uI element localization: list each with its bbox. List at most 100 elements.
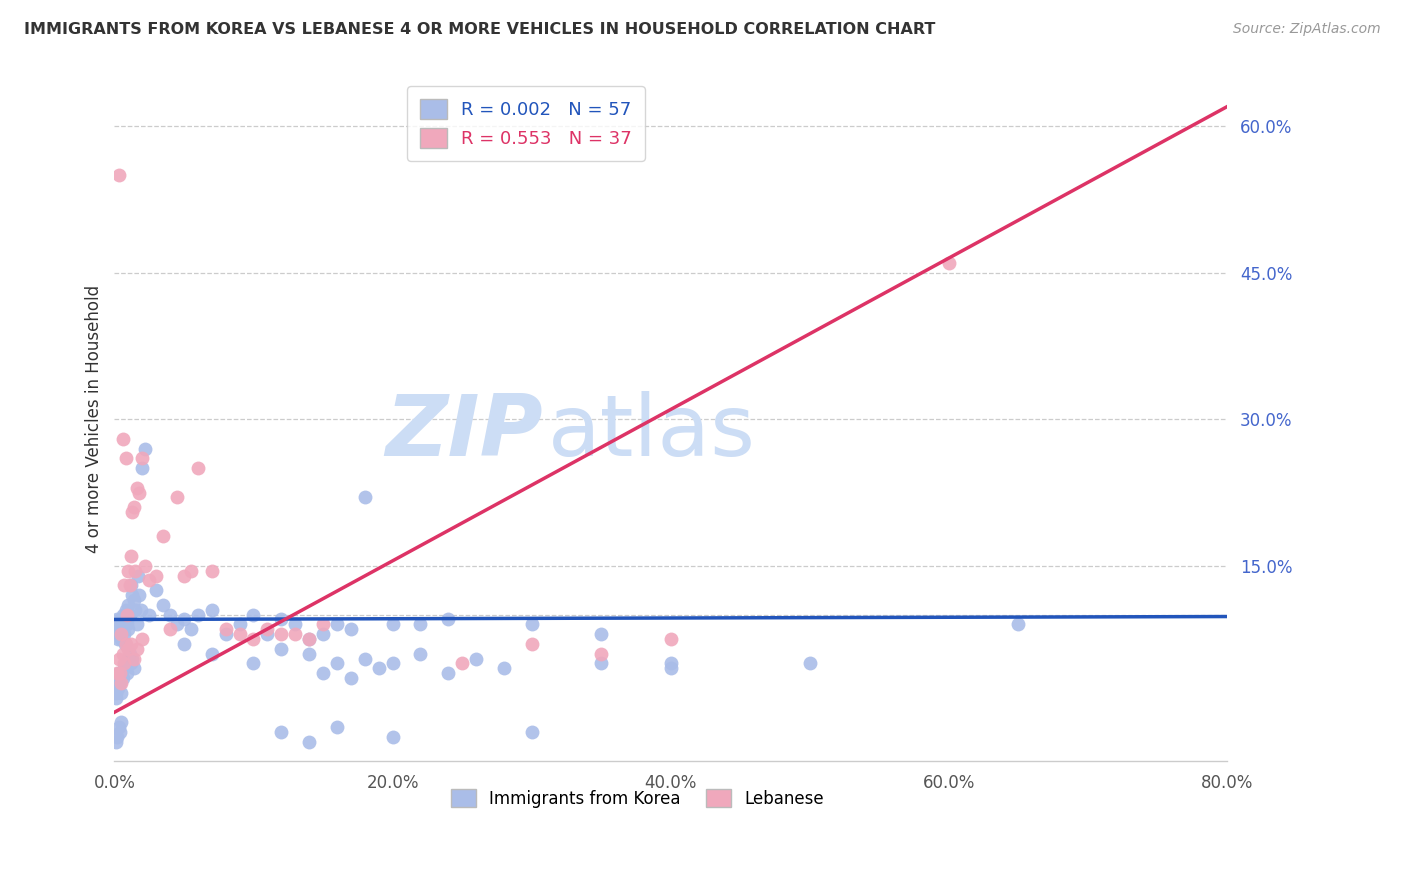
Point [107,720,129,734]
Point [108,666,131,681]
Point [120,657,142,671]
Point [270,612,292,626]
Point [166,491,188,505]
Point [520,617,543,632]
Point [131,451,153,466]
Y-axis label: 4 or more Vehicles in Household: 4 or more Vehicles in Household [86,285,103,553]
Point [108,627,131,641]
Point [270,641,292,656]
Point [1007,617,1029,632]
Point [298,734,321,748]
Point [591,627,613,641]
Point [108,666,131,681]
Point [115,666,138,681]
Point [107,651,129,665]
Point [242,607,264,622]
Point [131,461,153,475]
Point [284,617,307,632]
Point [125,481,148,495]
Point [520,724,543,739]
Point [437,666,460,681]
Point [107,671,129,685]
Point [114,612,136,626]
Point [110,676,132,690]
Point [381,657,404,671]
Point [128,485,150,500]
Point [111,647,134,661]
Point [270,724,292,739]
Point [108,676,131,690]
Point [110,627,132,641]
Point [127,568,149,582]
Point [284,627,307,641]
Point [409,617,432,632]
Point [107,627,129,641]
Point [367,661,389,675]
Point [122,500,145,515]
Point [326,657,349,671]
Point [145,583,167,598]
Point [180,564,202,578]
Point [104,686,127,700]
Point [115,617,138,632]
Point [187,461,209,475]
Point [173,612,195,626]
Text: atlas: atlas [548,392,756,475]
Point [105,666,128,681]
Point [256,622,278,636]
Point [112,657,135,671]
Point [122,661,145,675]
Point [173,637,195,651]
Point [111,432,134,446]
Point [799,657,821,671]
Point [110,714,132,729]
Point [138,607,160,622]
Point [104,734,127,748]
Point [659,632,682,646]
Point [105,730,128,744]
Point [298,632,321,646]
Point [105,690,128,705]
Point [105,612,128,626]
Point [105,622,128,636]
Point [114,451,136,466]
Point [134,442,156,456]
Point [107,168,129,182]
Point [659,661,682,675]
Point [353,651,375,665]
Point [381,730,404,744]
Point [124,564,146,578]
Point [120,637,142,651]
Point [125,641,148,656]
Point [121,588,143,602]
Point [111,607,134,622]
Point [312,666,335,681]
Point [107,632,129,646]
Point [117,622,139,636]
Point [117,598,139,612]
Text: ZIP: ZIP [385,392,543,475]
Point [105,676,128,690]
Point [242,657,264,671]
Point [201,564,224,578]
Point [114,637,136,651]
Point [128,588,150,602]
Point [381,617,404,632]
Point [114,637,136,651]
Point [270,627,292,641]
Point [340,671,363,685]
Point [107,681,129,695]
Point [108,617,131,632]
Point [312,617,335,632]
Point [131,632,153,646]
Point [326,720,349,734]
Point [111,671,134,685]
Text: Source: ZipAtlas.com: Source: ZipAtlas.com [1233,22,1381,37]
Legend: Immigrants from Korea, Lebanese: Immigrants from Korea, Lebanese [444,783,831,814]
Point [659,657,682,671]
Point [121,651,143,665]
Point [201,647,224,661]
Point [152,529,174,543]
Point [298,647,321,661]
Point [180,622,202,636]
